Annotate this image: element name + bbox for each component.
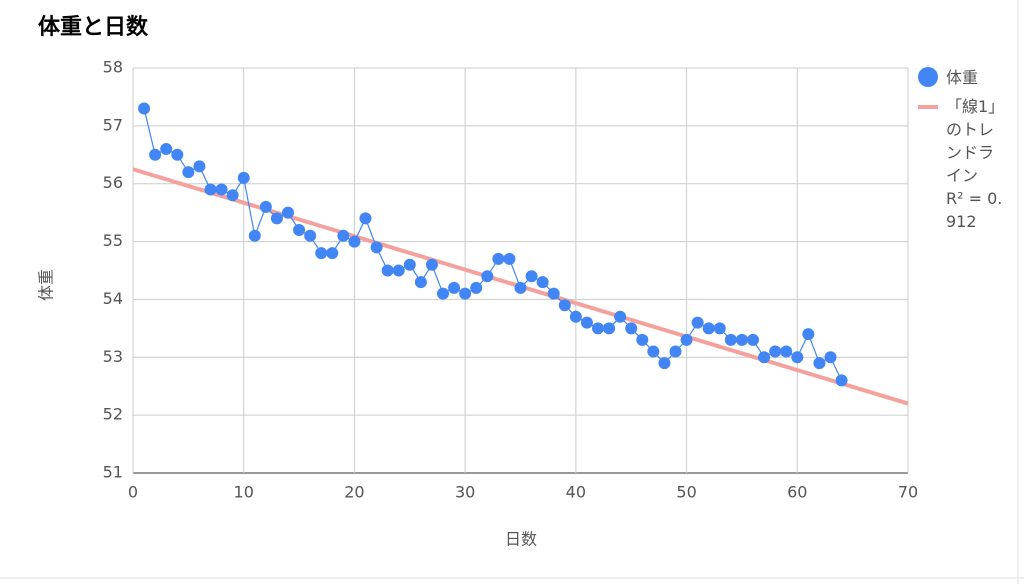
y-tick-label: 56 — [103, 173, 123, 192]
data-point — [791, 351, 804, 364]
data-point — [603, 322, 616, 335]
data-point — [282, 206, 294, 219]
data-point — [459, 287, 472, 300]
data-point — [226, 189, 239, 202]
data-point — [835, 374, 848, 387]
legend-text: 「線1」のトレンドライン R² = 0.912 — [946, 95, 1004, 233]
data-point — [802, 328, 815, 341]
data-point — [193, 160, 206, 173]
data-point — [204, 183, 217, 196]
data-point — [315, 247, 328, 260]
data-point — [824, 351, 837, 364]
data-point — [724, 333, 737, 346]
x-tick-label: 10 — [234, 483, 254, 502]
data-point — [558, 299, 571, 312]
data-point — [758, 351, 771, 364]
data-point — [237, 171, 250, 184]
data-point — [470, 281, 483, 294]
data-point — [304, 229, 317, 242]
y-tick-label: 53 — [103, 347, 123, 366]
data-point — [171, 148, 184, 161]
data-point — [403, 258, 416, 271]
data-point — [348, 235, 361, 248]
x-tick-label: 70 — [898, 483, 918, 502]
y-tick-label: 52 — [103, 405, 123, 424]
y-tick-label: 55 — [103, 231, 123, 250]
data-point — [270, 212, 283, 225]
data-point — [580, 316, 593, 329]
legend-item: 体重 — [918, 66, 1018, 89]
data-point — [481, 270, 494, 283]
data-point — [337, 229, 350, 242]
y-tick-label: 51 — [103, 463, 123, 482]
x-tick-label: 50 — [676, 483, 696, 502]
series-line — [143, 108, 843, 381]
y-axis-label: 体重 — [37, 269, 56, 301]
x-tick-label: 40 — [566, 483, 586, 502]
data-point — [636, 333, 649, 346]
data-point — [625, 322, 638, 335]
data-point — [381, 264, 394, 277]
x-tick-label: 0 — [128, 483, 138, 502]
data-point — [813, 357, 826, 370]
data-point — [492, 252, 505, 265]
data-point — [215, 183, 228, 196]
data-point — [680, 333, 693, 346]
data-point — [769, 345, 782, 358]
x-tick-label: 60 — [787, 483, 807, 502]
y-tick-label: 57 — [103, 115, 123, 134]
data-point — [780, 345, 793, 358]
legend-r2: R² = 0.912 — [946, 189, 1003, 231]
data-point — [503, 252, 516, 265]
data-point — [547, 287, 560, 300]
data-point — [702, 322, 715, 335]
data-point — [149, 148, 162, 161]
data-point — [735, 333, 748, 346]
chart-title: 体重と日数 — [38, 14, 149, 40]
data-point — [713, 322, 726, 335]
y-tick-label: 54 — [103, 289, 123, 308]
data-point — [425, 258, 438, 271]
data-point — [138, 102, 151, 115]
data-point — [569, 310, 582, 323]
data-point — [592, 322, 604, 335]
data-point — [182, 166, 195, 179]
legend-label: 体重 — [946, 68, 979, 87]
data-point — [536, 276, 549, 289]
x-tick-label: 20 — [344, 483, 364, 502]
data-point — [248, 229, 261, 242]
data-point — [658, 357, 671, 370]
data-point — [392, 264, 405, 277]
data-point — [293, 224, 306, 236]
data-point — [647, 345, 660, 358]
data-point — [370, 241, 383, 254]
data-point — [669, 345, 682, 358]
data-point — [747, 333, 759, 346]
data-point — [326, 247, 339, 260]
data-point — [448, 281, 461, 294]
data-point — [691, 316, 704, 329]
y-tick-label: 58 — [103, 58, 123, 77]
data-point — [514, 281, 527, 294]
legend-swatch — [918, 67, 938, 87]
data-point — [614, 310, 627, 323]
legend-label: 「線1」のトレンドライン — [946, 97, 997, 185]
data-point — [525, 270, 538, 283]
data-point — [259, 200, 272, 213]
data-point — [359, 212, 372, 225]
legend-item: 「線1」のトレンドライン R² = 0.912 — [918, 95, 1018, 233]
x-axis-label: 日数 — [505, 530, 537, 549]
data-point — [160, 143, 173, 155]
legend: 体重「線1」のトレンドライン R² = 0.912 — [918, 66, 1018, 239]
data-point — [437, 287, 449, 300]
data-point — [414, 276, 427, 289]
legend-swatch — [918, 105, 938, 109]
x-tick-label: 30 — [455, 483, 475, 502]
